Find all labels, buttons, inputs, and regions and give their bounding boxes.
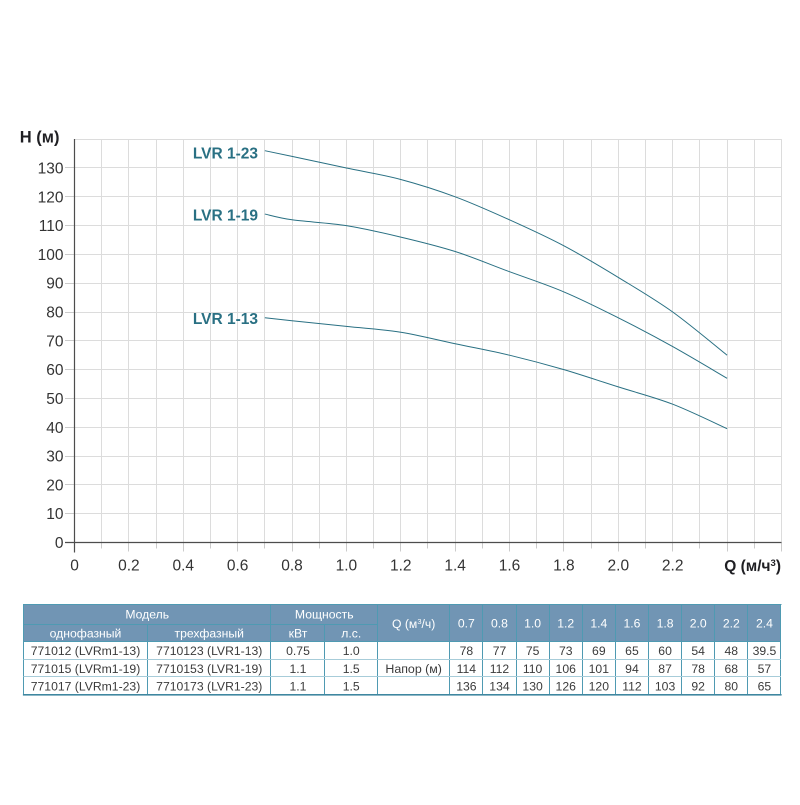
svg-text:39.5: 39.5 [753,644,777,658]
svg-text:0.6: 0.6 [227,558,249,575]
svg-text:130: 130 [38,160,64,177]
svg-text:2.4: 2.4 [756,616,773,630]
svg-text:0.8: 0.8 [281,558,303,575]
svg-text:0.7: 0.7 [458,616,475,630]
svg-text:40: 40 [46,420,64,437]
svg-text:0.8: 0.8 [491,616,508,630]
svg-text:2.2: 2.2 [662,558,684,575]
svg-text:20: 20 [46,477,64,494]
svg-text:1.5: 1.5 [343,662,360,676]
svg-text:7710153 (LVR1-19): 7710153 (LVR1-19) [156,662,262,676]
svg-text:однофазный: однофазный [50,626,122,640]
svg-text:69: 69 [592,644,606,658]
svg-text:2.0: 2.0 [608,558,630,575]
svg-text:110: 110 [523,662,543,676]
svg-text:LVR 1-13: LVR 1-13 [193,311,259,328]
svg-text:77: 77 [493,644,507,658]
svg-text:1.2: 1.2 [557,616,574,630]
svg-text:1.8: 1.8 [657,616,674,630]
svg-text:94: 94 [625,662,639,676]
svg-text:65: 65 [625,644,639,658]
svg-text:0: 0 [55,535,64,552]
svg-text:1.0: 1.0 [524,616,541,630]
svg-text:Q (м3/ч): Q (м3/ч) [392,617,435,631]
svg-text:80: 80 [725,680,739,694]
svg-text:Мощность: Мощность [295,608,354,622]
svg-text:126: 126 [556,680,577,694]
svg-text:78: 78 [691,662,705,676]
svg-text:0.2: 0.2 [118,558,140,575]
svg-text:30: 30 [46,449,64,466]
svg-text:1.6: 1.6 [623,616,640,630]
svg-text:1.4: 1.4 [444,558,466,575]
svg-text:50: 50 [46,391,64,408]
svg-text:57: 57 [758,662,772,676]
svg-text:7710123 (LVR1-13): 7710123 (LVR1-13) [156,644,262,658]
svg-text:кВт: кВт [289,626,308,640]
svg-text:771012 (LVRm1-13): 771012 (LVRm1-13) [31,644,141,658]
svg-text:Q (м/ч3): Q (м/ч3) [724,558,781,575]
svg-text:73: 73 [559,644,573,658]
svg-text:136: 136 [456,680,477,694]
svg-text:65: 65 [758,680,772,694]
svg-text:68: 68 [725,662,739,676]
svg-text:трехфазный: трехфазный [175,626,244,640]
svg-text:48: 48 [725,644,739,658]
svg-text:134: 134 [489,680,510,694]
svg-text:101: 101 [589,662,610,676]
svg-text:60: 60 [658,644,672,658]
svg-text:1.5: 1.5 [343,680,360,694]
svg-text:90: 90 [46,276,64,293]
svg-text:LVR 1-23: LVR 1-23 [193,146,259,163]
svg-text:70: 70 [46,333,64,350]
svg-text:1.1: 1.1 [290,680,307,694]
svg-text:54: 54 [691,644,705,658]
svg-text:LVR 1-19: LVR 1-19 [193,208,259,225]
svg-text:103: 103 [655,680,676,694]
svg-text:1.1: 1.1 [290,662,307,676]
svg-text:87: 87 [658,662,672,676]
svg-text:Модель: Модель [125,608,169,622]
svg-text:75: 75 [526,644,540,658]
svg-text:120: 120 [38,189,64,206]
svg-text:2.2: 2.2 [723,616,740,630]
svg-text:100: 100 [38,247,64,264]
svg-text:78: 78 [460,644,474,658]
svg-text:1.2: 1.2 [390,558,412,575]
svg-text:92: 92 [691,680,705,694]
svg-text:1.6: 1.6 [499,558,521,575]
svg-text:2.0: 2.0 [690,616,707,630]
svg-text:120: 120 [589,680,610,694]
svg-text:771017 (LVRm1-23): 771017 (LVRm1-23) [31,680,141,694]
svg-text:л.с.: л.с. [341,626,361,640]
svg-text:7710173 (LVR1-23): 7710173 (LVR1-23) [156,680,262,694]
svg-text:771015 (LVRm1-19): 771015 (LVRm1-19) [31,662,141,676]
svg-text:80: 80 [46,305,64,322]
svg-text:1.0: 1.0 [336,558,358,575]
svg-text:106: 106 [556,662,577,676]
svg-text:112: 112 [490,662,510,676]
svg-text:1.0: 1.0 [343,644,360,658]
svg-text:112: 112 [622,680,642,694]
svg-text:10: 10 [46,506,64,523]
svg-text:0.75: 0.75 [286,644,310,658]
svg-text:110: 110 [39,218,64,235]
svg-text:60: 60 [46,362,64,379]
svg-text:Напор (м): Напор (м) [385,662,442,676]
svg-text:130: 130 [522,680,543,694]
svg-text:1.4: 1.4 [590,616,607,630]
svg-text:0: 0 [70,558,79,575]
svg-text:H (м): H (м) [20,129,60,147]
svg-text:114: 114 [457,662,477,676]
svg-text:1.8: 1.8 [553,558,575,575]
svg-text:0.4: 0.4 [172,558,194,575]
